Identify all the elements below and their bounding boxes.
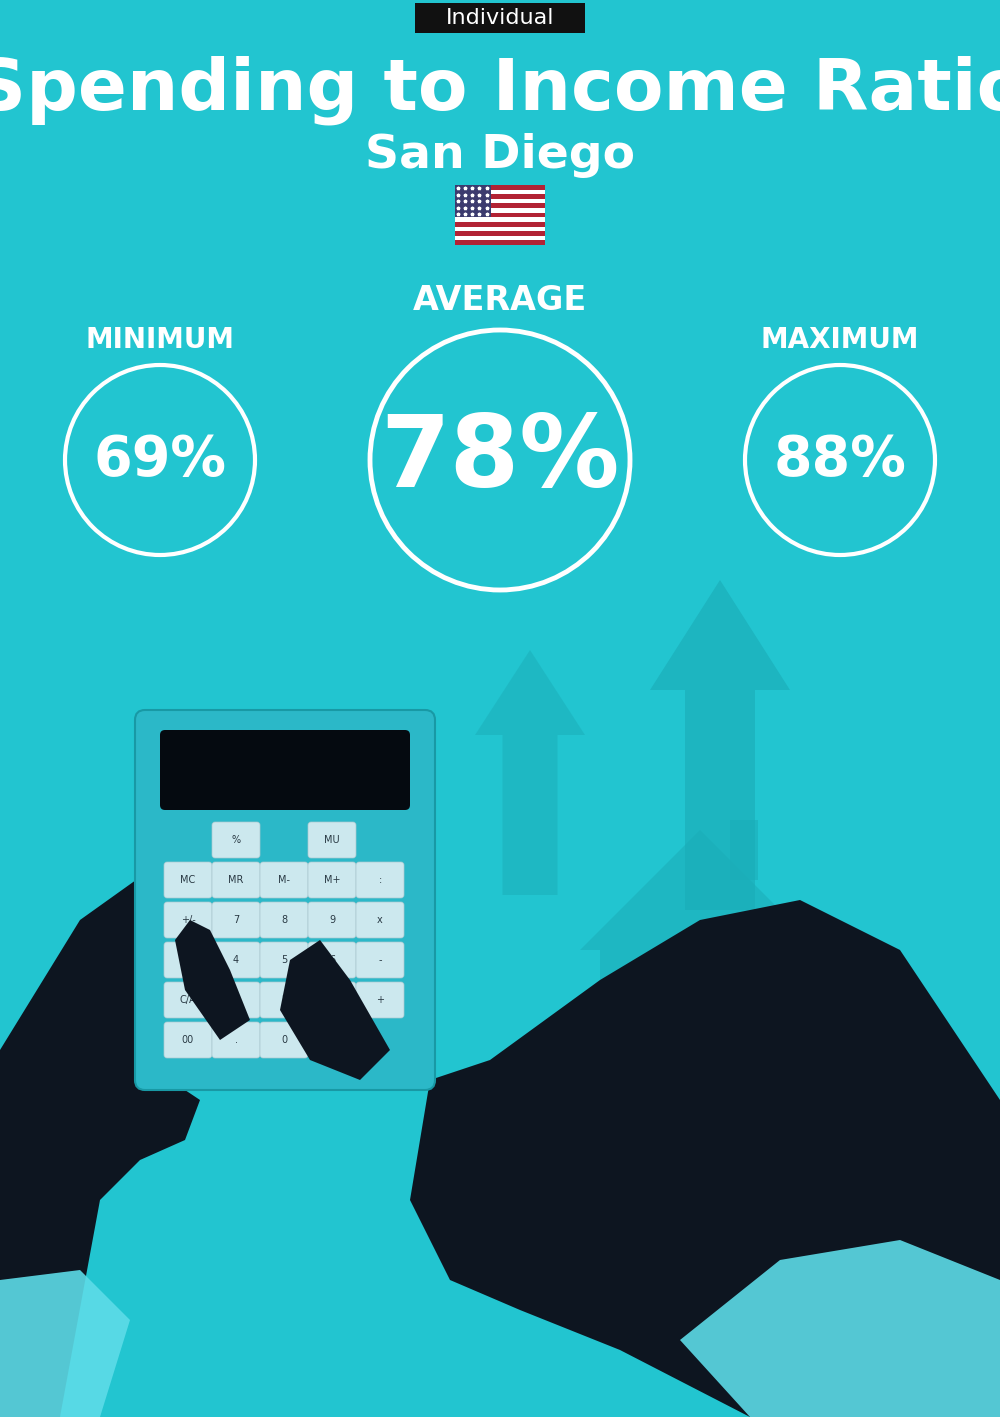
Polygon shape	[0, 1270, 130, 1417]
FancyBboxPatch shape	[164, 1022, 212, 1058]
Text: .: .	[234, 1034, 238, 1044]
FancyBboxPatch shape	[723, 1204, 853, 1221]
FancyBboxPatch shape	[455, 186, 545, 190]
Polygon shape	[280, 939, 390, 1080]
Text: $: $	[868, 1135, 912, 1195]
FancyBboxPatch shape	[455, 194, 545, 198]
FancyBboxPatch shape	[260, 982, 308, 1017]
Text: $: $	[786, 1129, 814, 1170]
Ellipse shape	[745, 1085, 855, 1214]
Text: %: %	[231, 835, 241, 845]
FancyBboxPatch shape	[455, 231, 545, 235]
FancyBboxPatch shape	[356, 903, 404, 938]
FancyBboxPatch shape	[212, 982, 260, 1017]
FancyBboxPatch shape	[308, 982, 356, 1017]
Text: MINIMUM: MINIMUM	[86, 326, 234, 354]
Text: 00: 00	[182, 1034, 194, 1044]
FancyBboxPatch shape	[212, 822, 260, 859]
Text: MR: MR	[228, 876, 244, 886]
Text: 4: 4	[233, 955, 239, 965]
FancyBboxPatch shape	[356, 982, 404, 1017]
Text: San Diego: San Diego	[365, 133, 635, 177]
Text: +/-: +/-	[181, 915, 195, 925]
FancyBboxPatch shape	[308, 903, 356, 938]
FancyBboxPatch shape	[356, 862, 404, 898]
FancyBboxPatch shape	[455, 222, 545, 227]
FancyBboxPatch shape	[455, 241, 545, 245]
FancyBboxPatch shape	[212, 942, 260, 978]
FancyBboxPatch shape	[729, 1192, 859, 1210]
Text: -: -	[378, 955, 382, 965]
FancyBboxPatch shape	[164, 903, 212, 938]
Text: MAXIMUM: MAXIMUM	[761, 326, 919, 354]
FancyBboxPatch shape	[356, 942, 404, 978]
FancyBboxPatch shape	[776, 1076, 824, 1124]
Text: 5: 5	[281, 955, 287, 965]
FancyBboxPatch shape	[260, 862, 308, 898]
FancyBboxPatch shape	[455, 186, 491, 217]
FancyBboxPatch shape	[164, 982, 212, 1017]
FancyBboxPatch shape	[164, 862, 212, 898]
FancyBboxPatch shape	[260, 1022, 308, 1058]
Text: MC: MC	[180, 876, 196, 886]
Text: x: x	[377, 915, 383, 925]
FancyBboxPatch shape	[260, 903, 308, 938]
Text: 7: 7	[233, 915, 239, 925]
Text: 3: 3	[329, 995, 335, 1005]
FancyBboxPatch shape	[455, 213, 545, 217]
Text: M-: M-	[278, 876, 290, 886]
Text: ▶: ▶	[184, 955, 192, 965]
FancyBboxPatch shape	[308, 822, 356, 859]
FancyBboxPatch shape	[308, 862, 356, 898]
Polygon shape	[580, 830, 820, 949]
Text: AVERAGE: AVERAGE	[413, 283, 587, 316]
Text: 78%: 78%	[380, 411, 620, 509]
Text: 69%: 69%	[94, 434, 226, 487]
Polygon shape	[410, 900, 1000, 1417]
Polygon shape	[0, 870, 230, 1417]
Text: Individual: Individual	[446, 9, 554, 28]
Text: :: :	[378, 876, 382, 886]
Text: C/A: C/A	[180, 995, 196, 1005]
FancyBboxPatch shape	[860, 1066, 920, 1125]
FancyBboxPatch shape	[135, 710, 435, 1090]
Polygon shape	[175, 920, 250, 1040]
FancyBboxPatch shape	[308, 942, 356, 978]
Polygon shape	[475, 650, 585, 896]
Text: M+: M+	[324, 876, 340, 886]
Ellipse shape	[815, 1070, 965, 1250]
FancyBboxPatch shape	[212, 903, 260, 938]
FancyBboxPatch shape	[212, 1022, 260, 1058]
Polygon shape	[650, 580, 790, 910]
Text: +: +	[376, 995, 384, 1005]
FancyBboxPatch shape	[455, 186, 545, 245]
FancyBboxPatch shape	[415, 3, 585, 33]
FancyBboxPatch shape	[160, 730, 410, 811]
Text: MU: MU	[324, 835, 340, 845]
Text: 9: 9	[329, 915, 335, 925]
FancyBboxPatch shape	[730, 820, 758, 880]
Polygon shape	[680, 1240, 1000, 1417]
FancyBboxPatch shape	[732, 1186, 862, 1204]
FancyBboxPatch shape	[455, 204, 545, 208]
FancyBboxPatch shape	[726, 1197, 856, 1216]
FancyBboxPatch shape	[600, 949, 800, 1129]
Text: 8: 8	[281, 915, 287, 925]
Text: 88%: 88%	[774, 434, 906, 487]
FancyBboxPatch shape	[735, 1180, 865, 1197]
Text: 2: 2	[281, 995, 287, 1005]
Text: 0: 0	[281, 1034, 287, 1044]
FancyBboxPatch shape	[720, 1210, 850, 1229]
FancyBboxPatch shape	[670, 1032, 726, 1129]
Text: Spending to Income Ratio: Spending to Income Ratio	[0, 55, 1000, 125]
Text: 6: 6	[329, 955, 335, 965]
Text: 1: 1	[233, 995, 239, 1005]
FancyBboxPatch shape	[164, 942, 212, 978]
FancyBboxPatch shape	[212, 862, 260, 898]
FancyBboxPatch shape	[260, 942, 308, 978]
